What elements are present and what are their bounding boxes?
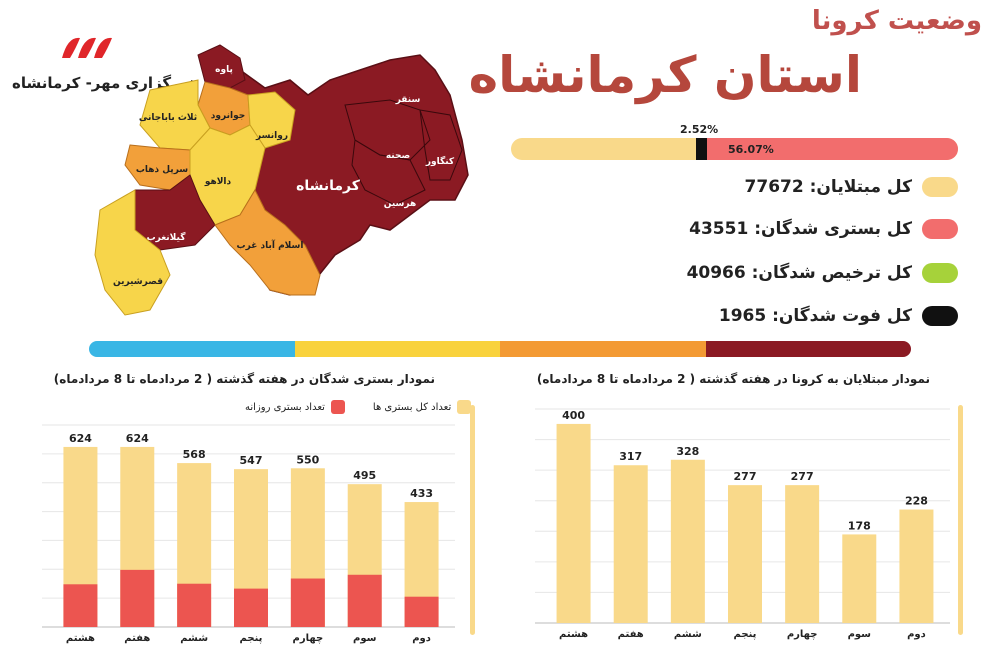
region-islamabad <box>214 188 321 296</box>
stat-color-pill <box>922 219 958 239</box>
hospitalized-chart-title: نمودار بستری شدگان در هفته گذشته ( 2 مرد… <box>53 372 435 386</box>
ratio-big-percent: 56.07% <box>728 143 774 156</box>
province-map: پاوه ثلاث باباجانی جوانرود روانسر سرپل ذ… <box>94 44 469 316</box>
data-label: 568 <box>183 448 206 461</box>
cases-bar-chart: 400 هشتم 317 هفتم 328 ششم 277 پنجم 277 چهارم 178 سو… <box>535 408 950 640</box>
data-label: 550 <box>296 453 319 466</box>
hospitalized-bar-chart: 624 هشتم 624 هفتم 568 ششم 547 پنجم 550 چهارم 495 سو… <box>42 424 455 644</box>
bar-daily <box>404 596 439 627</box>
band-blue <box>89 341 295 357</box>
band-darkred <box>705 341 911 357</box>
legend-swatch-total <box>457 400 472 414</box>
bar-total <box>556 423 591 623</box>
data-label: 547 <box>240 454 263 467</box>
map-label-kermanshah: کرمانشاه <box>296 178 361 194</box>
mehr-logo-icon <box>62 37 112 58</box>
data-label: 228 <box>905 495 928 508</box>
bar-total <box>842 534 877 623</box>
category-label: دوم <box>907 629 926 640</box>
stat-label: کل مبتلایان: 77672 <box>744 177 912 197</box>
map-label-sahneh: صحنه <box>386 151 410 161</box>
stat-color-pill <box>922 306 958 326</box>
category-label: هفتم <box>124 633 150 644</box>
category-label: سوم <box>353 633 377 644</box>
agency-name: خبرگزاری مهر- کرمانشاه <box>12 74 198 92</box>
bar-daily <box>63 584 98 627</box>
bar-total <box>728 485 762 623</box>
category-label: هشتم <box>559 629 588 640</box>
data-label: 178 <box>848 519 871 532</box>
map-label-paveh: پاوه <box>215 65 233 75</box>
ratio-bar-black-segment <box>696 138 708 160</box>
map-label-sonqor: سنقر <box>395 95 421 105</box>
legend-swatch-daily <box>330 400 345 414</box>
legend-label-total: تعداد کل بستری ها <box>372 401 452 413</box>
category-label: دوم <box>412 633 431 644</box>
bar-daily <box>290 578 325 627</box>
category-label: چهارم <box>293 633 324 644</box>
category-label: چهارم <box>787 629 818 640</box>
bar-daily <box>347 574 382 627</box>
color-band <box>89 341 911 357</box>
stat-total-hospitalized: کل بستری شدگان: 43551 <box>658 216 958 242</box>
bar-total <box>785 485 820 623</box>
bar-daily <box>120 569 155 627</box>
bar-total <box>899 509 934 623</box>
category-label: ششم <box>674 629 702 640</box>
bar-total <box>670 459 705 623</box>
category-label: پنجم <box>734 629 757 640</box>
stat-label: کل بستری شدگان: 43551 <box>689 219 912 239</box>
stat-color-pill <box>922 177 958 197</box>
stat-total-discharged: کل ترخیص شدگان: 40966 <box>658 260 958 286</box>
stat-label: کل فوت شدگان: 1965 <box>718 306 912 326</box>
infographic-subtitle: وضعیت کرونا <box>811 6 982 36</box>
map-label-sarpol: سرپل ذهاب <box>136 165 188 175</box>
data-label: 624 <box>69 432 92 445</box>
stat-total-cases: کل مبتلایان: 77672 <box>658 174 958 200</box>
region-qasrshirin <box>94 189 171 316</box>
legend-label-daily: تعداد بستری روزانه <box>245 401 325 413</box>
cases-chart-title: نمودار مبتلایان به کرونا در هفته گذشته (… <box>536 372 930 386</box>
bar-total <box>613 465 648 623</box>
map-label-kangavar: کنگاور <box>425 155 455 167</box>
map-label-qasrshirin: قصرشیرین <box>113 277 163 287</box>
data-label: 328 <box>676 445 699 458</box>
map-label-salas: ثلاث باباجانی <box>139 113 197 123</box>
ratio-bar-red-segment <box>707 138 958 160</box>
stat-label: کل ترخیص شدگان: 40966 <box>686 263 912 283</box>
stat-color-pill <box>922 263 958 283</box>
map-label-gilangharb: گیلانغرب <box>147 231 187 243</box>
category-label: پنجم <box>240 633 263 644</box>
chart-divider <box>470 405 475 635</box>
data-label: 400 <box>562 409 585 422</box>
stat-total-deaths: کل فوت شدگان: 1965 <box>658 303 958 329</box>
band-orange <box>500 341 706 357</box>
data-label: 495 <box>353 469 376 482</box>
data-label: 277 <box>734 470 757 483</box>
data-label: 433 <box>410 487 433 500</box>
category-label: سوم <box>848 629 872 640</box>
hospitalized-chart-legend: تعداد کل بستری ها تعداد بستری روزانه <box>245 400 472 414</box>
category-label: هشتم <box>66 633 95 644</box>
bar-daily <box>234 588 268 627</box>
map-label-dalahoo: دالاهو <box>204 177 232 187</box>
category-label: ششم <box>180 633 208 644</box>
map-label-harsin: هرسین <box>384 199 416 209</box>
band-yellow <box>294 341 500 357</box>
category-label: هفتم <box>618 629 644 640</box>
ratio-small-percent: 2.52% <box>680 123 719 136</box>
data-label: 317 <box>619 450 642 463</box>
data-label: 624 <box>126 432 149 445</box>
data-label: 277 <box>791 470 814 483</box>
bar-daily <box>177 583 212 627</box>
map-label-ravansar: روانسر <box>255 131 288 141</box>
map-label-javanrud: جوانرود <box>211 111 245 121</box>
chart-divider-right <box>958 405 963 635</box>
infographic-title: استان کرمانشاه <box>468 46 862 104</box>
map-label-islamabad: اسلام آباد غرب <box>237 239 304 251</box>
ratio-bar <box>511 138 958 160</box>
